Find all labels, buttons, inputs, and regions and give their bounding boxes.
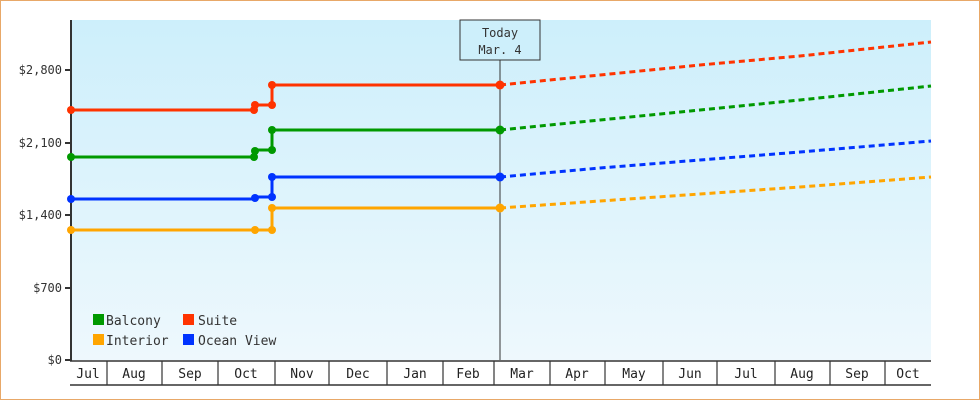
month-label: Feb <box>456 367 480 382</box>
month-label: Oct <box>896 367 919 382</box>
month-label: Aug <box>790 367 813 382</box>
today-marker: Today Mar. 4 <box>459 19 541 360</box>
y-tick-label: $1,400 <box>19 208 62 222</box>
series-suite <box>67 40 932 114</box>
y-tick-label: $2,100 <box>19 136 62 150</box>
legend-label-ocean-view: Ocean View <box>198 334 276 349</box>
series-ocean-view <box>67 139 932 203</box>
legend-swatch-suite <box>183 314 194 325</box>
y-tick-label: $0 <box>48 353 62 367</box>
plot-area <box>71 20 931 360</box>
series-interior <box>67 175 932 234</box>
y-tick-label: $700 <box>33 281 62 295</box>
legend-swatch-balcony <box>93 314 104 325</box>
month-label: Aug <box>122 367 145 382</box>
legend-label-interior: Interior <box>106 334 169 349</box>
legend-label-balcony: Balcony <box>106 314 161 329</box>
month-label: Dec <box>346 367 369 382</box>
month-label: Nov <box>290 367 314 382</box>
series-balcony <box>67 84 932 161</box>
legend-swatch-interior <box>93 334 104 345</box>
today-label: Today <box>482 26 518 40</box>
y-ticks: $0 $700 $1,400 $2,100 $2,800 <box>19 63 71 367</box>
today-date: Mar. 4 <box>478 43 521 57</box>
month-label: Oct <box>234 367 257 382</box>
y-tick-label: $2,800 <box>19 63 62 77</box>
month-label: Jul <box>76 367 99 382</box>
month-label: Apr <box>565 367 589 382</box>
month-label: Jul <box>734 367 757 382</box>
legend-swatch-ocean-view <box>183 334 194 345</box>
month-label: Jun <box>678 367 701 382</box>
legend: Balcony Suite Interior Ocean View <box>93 314 276 349</box>
month-label: Mar <box>510 367 534 382</box>
x-axis: Jul Aug Sep Oct Nov Dec Jan Feb Mar Apr … <box>70 360 931 386</box>
month-label: Jan <box>403 367 426 382</box>
month-label: Sep <box>845 367 869 382</box>
legend-label-suite: Suite <box>198 314 237 329</box>
month-label: Sep <box>178 367 202 382</box>
month-label: May <box>622 367 646 382</box>
